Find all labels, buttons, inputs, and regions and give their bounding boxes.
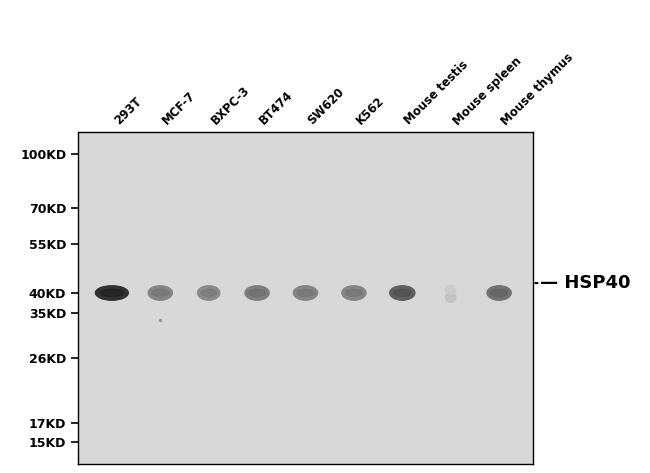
Ellipse shape (245, 286, 269, 300)
Ellipse shape (297, 289, 314, 297)
Ellipse shape (198, 286, 220, 300)
Ellipse shape (249, 289, 266, 297)
Ellipse shape (100, 289, 124, 297)
Ellipse shape (96, 286, 128, 300)
Ellipse shape (342, 286, 366, 300)
Ellipse shape (345, 289, 363, 297)
Ellipse shape (390, 286, 415, 300)
Ellipse shape (201, 289, 216, 297)
Text: — HSP40: — HSP40 (540, 274, 630, 292)
Ellipse shape (487, 286, 511, 300)
Ellipse shape (446, 293, 456, 302)
Ellipse shape (393, 289, 411, 297)
Ellipse shape (446, 285, 456, 295)
Ellipse shape (152, 289, 169, 297)
Ellipse shape (293, 286, 318, 300)
Ellipse shape (148, 286, 172, 300)
Ellipse shape (491, 289, 508, 297)
